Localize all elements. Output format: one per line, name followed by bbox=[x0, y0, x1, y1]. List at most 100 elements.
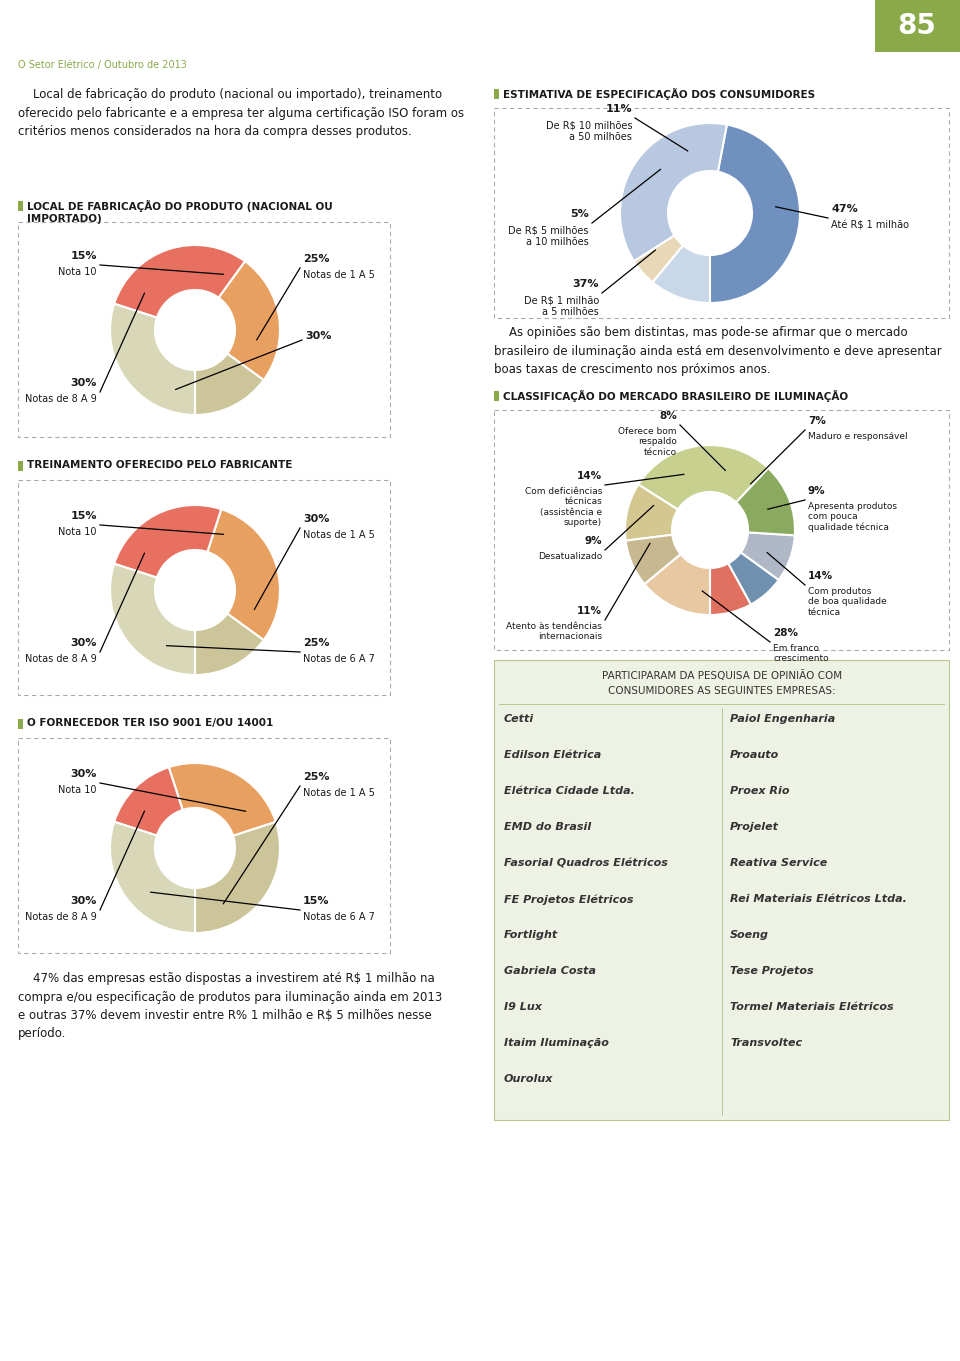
Text: Reativa Service: Reativa Service bbox=[730, 857, 828, 868]
Text: Atento às tendências
internacionais: Atento às tendências internacionais bbox=[506, 622, 602, 641]
Text: Local de fabricação do produto (nacional ou importado), treinamento
oferecido pe: Local de fabricação do produto (nacional… bbox=[18, 88, 464, 137]
Text: Paiol Engenharia: Paiol Engenharia bbox=[730, 715, 835, 724]
Text: Notas de 6 A 7: Notas de 6 A 7 bbox=[303, 912, 374, 921]
Text: Notas de 1 A 5: Notas de 1 A 5 bbox=[303, 269, 374, 280]
Text: LOCAL DE FABRICAÇÃO DO PRODUTO (NACIONAL OU
IMPORTADO): LOCAL DE FABRICAÇÃO DO PRODUTO (NACIONAL… bbox=[27, 200, 333, 225]
Text: 37%: 37% bbox=[572, 279, 599, 289]
Text: 11%: 11% bbox=[606, 103, 632, 114]
Text: 47%: 47% bbox=[831, 204, 857, 214]
Wedge shape bbox=[169, 764, 276, 836]
Text: De R$ 1 milhão
a 5 milhões: De R$ 1 milhão a 5 milhões bbox=[524, 295, 599, 317]
FancyBboxPatch shape bbox=[18, 480, 390, 695]
Wedge shape bbox=[626, 535, 681, 584]
Text: 30%: 30% bbox=[71, 638, 97, 648]
Text: 9%: 9% bbox=[808, 486, 826, 495]
Bar bbox=[494, 88, 499, 99]
Wedge shape bbox=[644, 554, 710, 615]
Text: 25%: 25% bbox=[303, 638, 329, 648]
FancyBboxPatch shape bbox=[18, 738, 390, 953]
Text: 30%: 30% bbox=[71, 896, 97, 906]
Wedge shape bbox=[114, 768, 182, 836]
Text: 7%: 7% bbox=[808, 416, 826, 426]
Wedge shape bbox=[710, 125, 800, 304]
Wedge shape bbox=[219, 261, 280, 380]
Text: Fasorial Quadros Elétricos: Fasorial Quadros Elétricos bbox=[504, 857, 668, 868]
Text: Proauto: Proauto bbox=[730, 750, 780, 759]
Text: 30%: 30% bbox=[71, 378, 97, 388]
Text: Edilson Elétrica: Edilson Elétrica bbox=[504, 750, 601, 759]
Wedge shape bbox=[729, 553, 779, 604]
Wedge shape bbox=[638, 445, 768, 509]
Text: Elétrica Cidade Ltda.: Elétrica Cidade Ltda. bbox=[504, 787, 635, 796]
Wedge shape bbox=[110, 563, 195, 675]
Text: ESTIMATIVA DE ESPECIFICAÇÃO DOS CONSUMIDORES: ESTIMATIVA DE ESPECIFICAÇÃO DOS CONSUMID… bbox=[503, 88, 815, 101]
FancyBboxPatch shape bbox=[494, 660, 949, 1120]
Text: Com produtos
de boa qualidade
técnica: Com produtos de boa qualidade técnica bbox=[808, 587, 887, 617]
Text: 15%: 15% bbox=[303, 896, 329, 906]
Text: Gabriela Costa: Gabriela Costa bbox=[504, 966, 596, 976]
Text: Nota 10: Nota 10 bbox=[59, 527, 97, 538]
Text: Soeng: Soeng bbox=[730, 930, 769, 940]
Wedge shape bbox=[736, 468, 795, 535]
Text: Tormel Materiais Elétricos: Tormel Materiais Elétricos bbox=[730, 1002, 894, 1013]
Wedge shape bbox=[195, 614, 264, 675]
Text: Nota 10: Nota 10 bbox=[59, 267, 97, 278]
Text: Com deficiências
técnicas
(assistência e
suporte): Com deficiências técnicas (assistência e… bbox=[524, 487, 602, 527]
Text: 14%: 14% bbox=[577, 471, 602, 480]
Text: Notas de 1 A 5: Notas de 1 A 5 bbox=[303, 529, 374, 540]
Text: 28%: 28% bbox=[773, 627, 798, 638]
Text: 5%: 5% bbox=[570, 210, 589, 219]
Text: Proex Rio: Proex Rio bbox=[730, 787, 789, 796]
Wedge shape bbox=[195, 354, 264, 415]
Wedge shape bbox=[620, 122, 727, 261]
Text: Notas de 8 A 9: Notas de 8 A 9 bbox=[25, 655, 97, 664]
Text: Notas de 8 A 9: Notas de 8 A 9 bbox=[25, 912, 97, 921]
Wedge shape bbox=[195, 822, 280, 934]
Wedge shape bbox=[110, 304, 195, 415]
Text: 30%: 30% bbox=[305, 331, 331, 342]
Text: Notas de 8 A 9: Notas de 8 A 9 bbox=[25, 393, 97, 404]
Wedge shape bbox=[114, 245, 245, 317]
Text: 9%: 9% bbox=[585, 536, 602, 546]
Text: 25%: 25% bbox=[303, 772, 329, 783]
Text: PARTICIPARAM DA PESQUISA DE OPINIÃO COM: PARTICIPARAM DA PESQUISA DE OPINIÃO COM bbox=[602, 670, 842, 680]
Text: 47% das empresas estão dispostas a investirem até R$ 1 milhão na
compra e/ou esp: 47% das empresas estão dispostas a inves… bbox=[18, 972, 443, 1041]
FancyBboxPatch shape bbox=[494, 108, 949, 318]
Text: 25%: 25% bbox=[303, 255, 329, 264]
Text: Notas de 1 A 5: Notas de 1 A 5 bbox=[303, 788, 374, 798]
Bar bbox=[18, 461, 23, 471]
Text: I9 Lux: I9 Lux bbox=[504, 1002, 541, 1013]
Wedge shape bbox=[114, 505, 221, 577]
Text: EMD do Brasil: EMD do Brasil bbox=[504, 822, 591, 832]
Text: Itaim Iluminação: Itaim Iluminação bbox=[504, 1038, 609, 1048]
Text: Tese Projetos: Tese Projetos bbox=[730, 966, 814, 976]
FancyBboxPatch shape bbox=[875, 0, 960, 52]
FancyBboxPatch shape bbox=[494, 410, 949, 651]
Text: Maduro e responsável: Maduro e responsável bbox=[808, 431, 907, 441]
Wedge shape bbox=[634, 235, 684, 282]
Wedge shape bbox=[625, 485, 678, 540]
Wedge shape bbox=[653, 245, 710, 304]
Text: Desatualizado: Desatualizado bbox=[538, 553, 602, 561]
Text: CONSUMIDORES AS SEGUINTES EMPRESAS:: CONSUMIDORES AS SEGUINTES EMPRESAS: bbox=[608, 686, 836, 695]
Text: Apresenta produtos
com pouca
qualidade técnica: Apresenta produtos com pouca qualidade t… bbox=[808, 502, 897, 532]
Text: Transvoltec: Transvoltec bbox=[730, 1038, 803, 1048]
Text: Notas de 6 A 7: Notas de 6 A 7 bbox=[303, 655, 374, 664]
Text: CLASSIFICAÇÃO DO MERCADO BRASILEIRO DE ILUMINAÇÃO: CLASSIFICAÇÃO DO MERCADO BRASILEIRO DE I… bbox=[503, 391, 848, 401]
FancyBboxPatch shape bbox=[18, 222, 390, 437]
Text: 11%: 11% bbox=[577, 606, 602, 617]
Bar bbox=[18, 201, 23, 211]
Text: O Setor Elétrico / Outubro de 2013: O Setor Elétrico / Outubro de 2013 bbox=[18, 60, 187, 69]
Text: FE Projetos Elétricos: FE Projetos Elétricos bbox=[504, 894, 634, 905]
Text: Ourolux: Ourolux bbox=[504, 1074, 553, 1083]
Text: De R$ 5 milhões
a 10 milhões: De R$ 5 milhões a 10 milhões bbox=[509, 225, 589, 246]
Wedge shape bbox=[741, 532, 795, 580]
Text: 85: 85 bbox=[898, 12, 936, 39]
Text: Cetti: Cetti bbox=[504, 715, 535, 724]
Text: 15%: 15% bbox=[70, 510, 97, 521]
Text: 15%: 15% bbox=[70, 250, 97, 261]
Wedge shape bbox=[710, 563, 751, 615]
Text: 30%: 30% bbox=[303, 514, 329, 524]
Bar bbox=[18, 719, 23, 729]
Text: 14%: 14% bbox=[808, 572, 833, 581]
